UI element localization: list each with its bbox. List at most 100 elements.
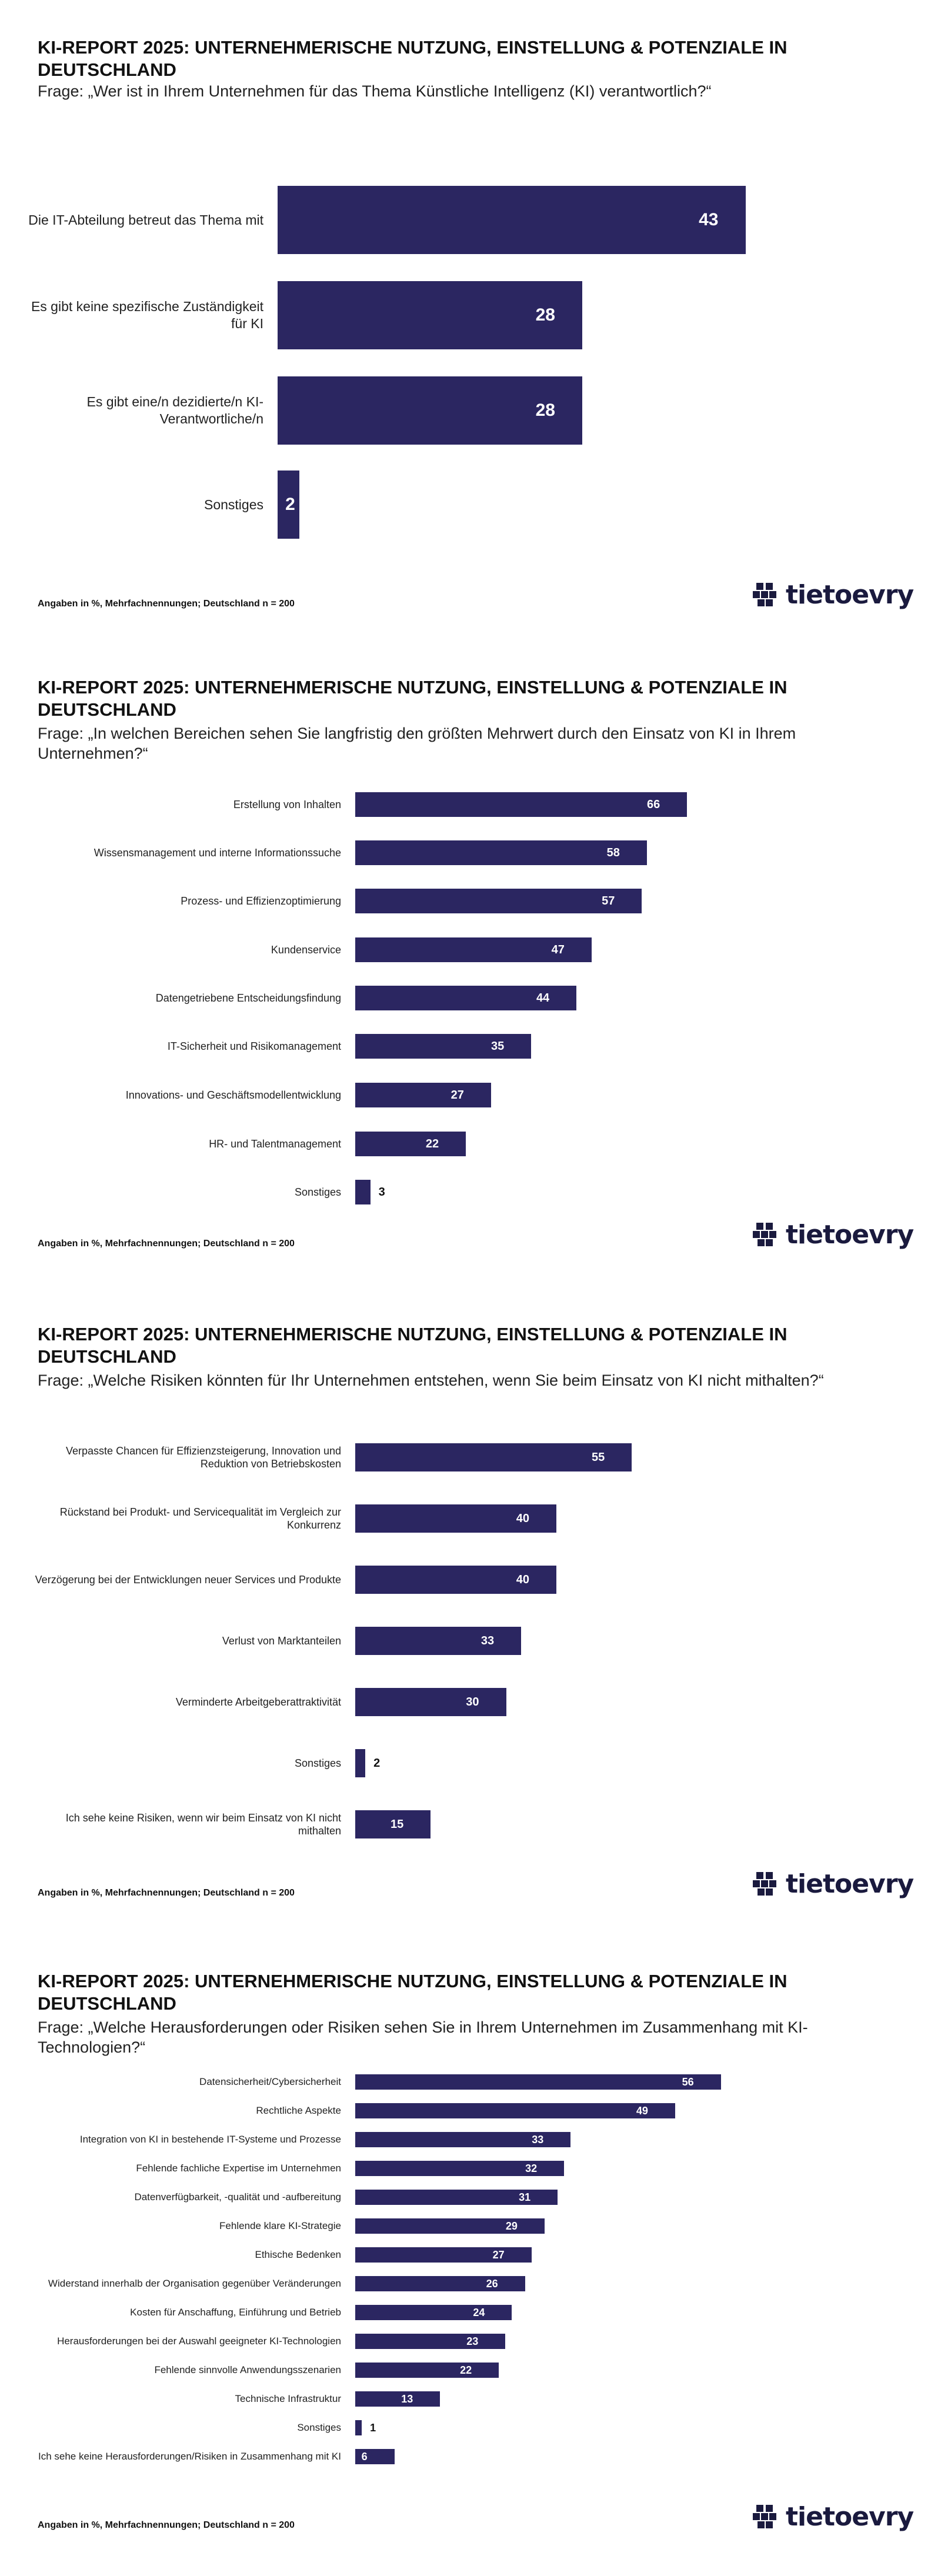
footnote: Angaben in %, Mehrfachnennungen; Deutsch… — [38, 2520, 295, 2530]
value-label: 66 — [647, 798, 660, 811]
bar — [355, 1566, 556, 1594]
bar — [355, 2074, 721, 2090]
value-label: 27 — [492, 2248, 505, 2261]
category-label: Es gibt eine/n dezidierte/n KI-Verantwor… — [86, 394, 263, 426]
value-label: 2 — [285, 495, 295, 514]
chart-question: Frage: „Welche Risiken könnten für Ihr U… — [38, 1372, 824, 1389]
chart-title: KI-REPORT 2025: UNTERNEHMERISCHE NUTZUNG… — [38, 37, 787, 80]
bar — [355, 2363, 499, 2378]
tietoevry-logo-icon — [753, 1222, 780, 1249]
logo-text: tietoevry — [786, 1869, 914, 1899]
bar — [278, 376, 582, 445]
bar — [355, 1627, 522, 1655]
bar — [355, 986, 577, 1010]
bar — [355, 2334, 506, 2349]
chart-panel-2: KI-REPORT 2025: UNTERNEHMERISCHE NUTZUNG… — [0, 641, 941, 1282]
bar — [355, 2247, 532, 2263]
category-label: Sonstiges — [294, 1186, 341, 1198]
value-label: 22 — [460, 2364, 472, 2376]
tietoevry-logo-icon — [753, 1871, 780, 1898]
category-label: Innovations- und Geschäftsmodellentwickl… — [125, 1089, 341, 1101]
category-label: Rückstand bei Produkt- und Servicequalit… — [59, 1506, 341, 1531]
value-label: 47 — [551, 943, 565, 956]
bar — [355, 2103, 675, 2118]
chart-title: KI-REPORT 2025: UNTERNEHMERISCHE NUTZUNG… — [38, 677, 787, 720]
category-label: Sonstiges — [297, 2422, 341, 2434]
value-label: 55 — [592, 1450, 605, 1464]
category-label: Verminderte Arbeitgeberattraktivität — [175, 1696, 341, 1708]
category-label: Datenverfügbarkeit, -qualität und -aufbe… — [134, 2191, 341, 2203]
bar — [355, 889, 642, 913]
category-label: Ich sehe keine Herausforderungen/Risiken… — [38, 2451, 341, 2462]
value-label: 32 — [525, 2162, 538, 2174]
bar — [355, 2161, 565, 2176]
category-label: Verlust von Marktanteilen — [222, 1634, 341, 1647]
category-label: Wissensmanagement und interne Informatio… — [94, 846, 341, 859]
category-label: Es gibt keine spezifische Zuständigkeit … — [31, 299, 263, 331]
value-label: 43 — [699, 210, 719, 229]
value-label: 44 — [536, 991, 550, 1005]
chart-panel-4: KI-REPORT 2025: UNTERNEHMERISCHE NUTZUNG… — [0, 1935, 941, 2576]
tietoevry-logo-icon — [753, 2504, 780, 2531]
bar — [355, 2132, 571, 2147]
category-label: Herausforderungen bei der Auswahl geeign… — [57, 2335, 341, 2347]
bar — [278, 281, 582, 349]
bar — [355, 2420, 362, 2435]
bar — [355, 1034, 532, 1059]
category-label: Technische Infrastruktur — [235, 2393, 341, 2405]
bar — [355, 2305, 512, 2320]
category-label: Ethische Bedenken — [255, 2249, 342, 2261]
chart-panel-3: KI-REPORT 2025: UNTERNEHMERISCHE NUTZUNG… — [0, 1288, 941, 1929]
value-label: 26 — [486, 2277, 498, 2290]
value-label: 28 — [535, 305, 555, 325]
bar — [355, 1180, 371, 1204]
value-label: 27 — [451, 1088, 464, 1102]
value-label: 23 — [466, 2335, 479, 2347]
value-label: 1 — [370, 2421, 376, 2434]
value-label: 30 — [466, 1695, 479, 1709]
category-label: Datengetriebene Entscheidungsfindung — [155, 992, 341, 1004]
bar — [355, 840, 647, 865]
bar — [355, 1443, 632, 1471]
bar — [355, 1083, 491, 1107]
category-label: Sonstiges — [294, 1757, 341, 1769]
value-label: 28 — [535, 401, 555, 420]
category-label: Kundenservice — [271, 943, 341, 956]
value-label: 49 — [636, 2104, 648, 2117]
bar — [355, 2190, 558, 2205]
tietoevry-logo: tietoevry — [753, 1868, 914, 1901]
logo-text: tietoevry — [786, 2502, 914, 2532]
value-label: 35 — [491, 1039, 505, 1053]
category-label: HR- und Talentmanagement — [209, 1137, 341, 1150]
value-label: 31 — [519, 2191, 531, 2203]
value-label: 33 — [480, 1634, 495, 1647]
footnote: Angaben in %, Mehrfachnennungen; Deutsch… — [38, 1888, 295, 1898]
tietoevry-logo: tietoevry — [753, 579, 914, 612]
bar — [355, 1810, 431, 1838]
tietoevry-logo: tietoevry — [753, 1219, 914, 1252]
chart-title: KI-REPORT 2025: UNTERNEHMERISCHE NUTZUNG… — [38, 1324, 787, 1367]
bar — [355, 1749, 366, 1777]
bar — [278, 186, 746, 254]
category-label: Rechtliche Aspekte — [256, 2105, 341, 2117]
category-label: Fehlende sinnvolle Anwendungsszenarien — [154, 2364, 341, 2376]
value-label: 29 — [505, 2220, 518, 2232]
category-label: Prozess- und Effizienzoptimierung — [181, 895, 341, 907]
value-label: 40 — [516, 1511, 529, 1525]
footnote: Angaben in %, Mehrfachnennungen; Deutsch… — [38, 1239, 295, 1249]
value-label: 13 — [401, 2393, 413, 2405]
bar — [355, 792, 688, 817]
logo-text: tietoevry — [786, 580, 914, 610]
bar — [355, 2276, 525, 2291]
footnote: Angaben in %, Mehrfachnennungen; Deutsch… — [38, 599, 295, 609]
category-label: Widerstand innerhalb der Organisation ge… — [48, 2278, 341, 2290]
value-label: 56 — [682, 2076, 694, 2088]
chart-panel-1: KI-REPORT 2025: UNTERNEHMERISCHE NUTZUNG… — [0, 0, 941, 641]
bar — [355, 1688, 506, 1716]
category-label: Integration von KI in bestehende IT-Syst… — [79, 2134, 341, 2145]
value-label: 6 — [361, 2450, 368, 2462]
category-label: Datensicherheit/Cybersicherheit — [199, 2076, 341, 2088]
bar — [278, 471, 299, 539]
category-label: Die IT-Abteilung betreut das Thema mit — [28, 212, 263, 228]
chart-question: Frage: „Welche Herausforderungen oder Ri… — [38, 2018, 808, 2056]
